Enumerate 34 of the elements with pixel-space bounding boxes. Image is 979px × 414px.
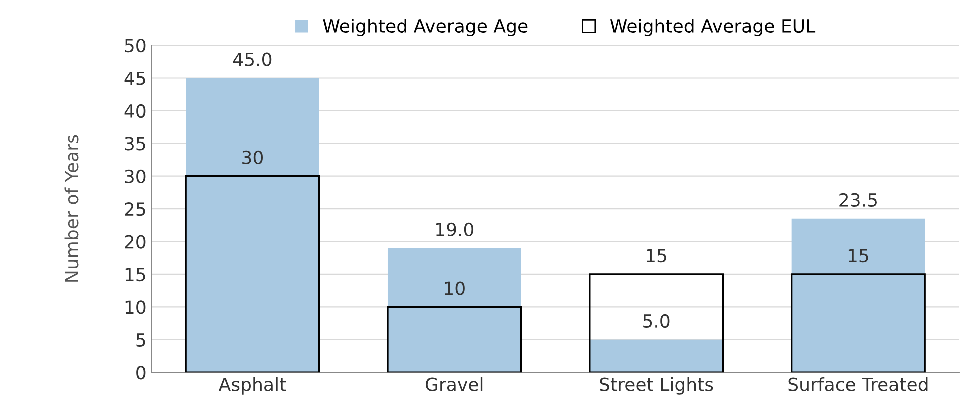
y-axis-title: Number of Years (64, 135, 79, 282)
x-tick-label: Street Lights (600, 377, 714, 395)
data-label: 30 (242, 150, 263, 165)
y-tick-label: 10 (126, 300, 146, 314)
data-label: 10 (445, 282, 465, 296)
data-label: 19.0 (436, 222, 474, 236)
y-tick-label: 20 (125, 235, 146, 249)
y-tick-label: 5 (136, 334, 146, 348)
y-tick-label: 15 (126, 268, 146, 282)
bar (590, 340, 724, 373)
data-label: 15 (848, 249, 868, 263)
bar (387, 306, 522, 373)
bar (185, 176, 320, 373)
bar (186, 78, 320, 373)
legend-label: Weighted Average EUL (610, 19, 816, 37)
y-tick-label: 40 (124, 104, 146, 118)
y-tick-label: 35 (125, 137, 146, 151)
legend-label: Weighted Average Age (323, 19, 528, 37)
bar (388, 248, 522, 373)
x-tick-label: Asphalt (218, 377, 286, 395)
y-tick-label: 0 (136, 366, 146, 380)
bar (589, 274, 724, 373)
data-label: 15 (647, 249, 666, 263)
data-label: 45.0 (233, 52, 272, 66)
data-label: 23.5 (840, 193, 877, 208)
x-tick-label: Surface Treated (788, 377, 928, 392)
y-tick-label: 25 (125, 202, 146, 216)
y-tick-label: 45 (124, 72, 146, 86)
y-tick-label: 50 (125, 39, 146, 53)
bar (790, 274, 926, 373)
bar (792, 218, 926, 373)
data-label: 5.0 (644, 314, 670, 328)
y-tick-label: 30 (125, 170, 146, 184)
x-tick-label: Gravel (426, 377, 483, 392)
